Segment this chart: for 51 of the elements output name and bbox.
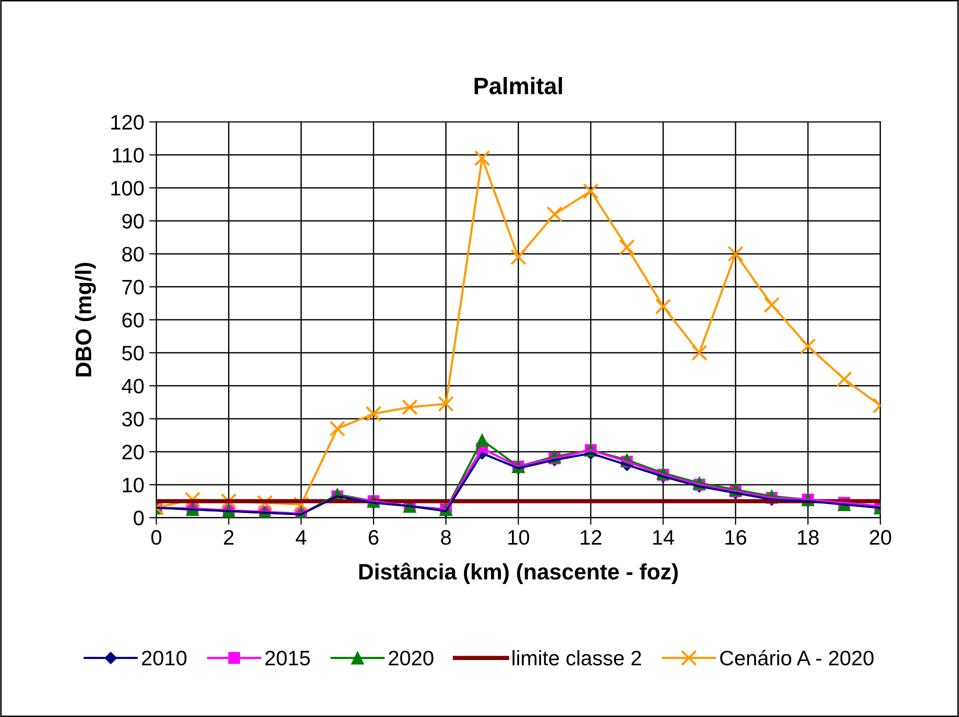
legend-label: 2015 <box>265 650 310 666</box>
y-tick-label: 20 <box>122 444 144 460</box>
point <box>582 183 599 200</box>
legend-label: limite classe 2 <box>512 650 641 666</box>
point <box>438 396 454 412</box>
point <box>256 494 273 511</box>
point <box>655 298 672 315</box>
y-tick-label: 80 <box>122 246 144 262</box>
y-tick-label: 40 <box>122 378 144 394</box>
point <box>800 338 816 354</box>
legend-label: Cenário A - 2020 <box>720 650 874 666</box>
y-tick-label: 10 <box>122 478 144 492</box>
x-tick-label: 12 <box>580 530 602 545</box>
x-tick-label: 18 <box>798 530 819 545</box>
point <box>728 246 744 262</box>
point <box>691 344 708 361</box>
x-tick-label: 16 <box>726 530 746 545</box>
point <box>546 206 563 222</box>
y-tick-label: 30 <box>122 412 144 426</box>
point <box>836 371 852 388</box>
point <box>220 493 237 510</box>
x-axis-title: Distância (km) (nascente - foz) <box>359 562 678 584</box>
y-tick-label: 110 <box>112 148 144 163</box>
point <box>329 420 346 437</box>
y-tick-label: 50 <box>122 346 144 361</box>
point <box>184 492 201 508</box>
y-axis-title: DBO (mg/l) <box>75 262 96 376</box>
chart-title: Palmital <box>474 77 562 94</box>
point <box>764 296 780 313</box>
point <box>510 249 526 266</box>
x-tick-label: 14 <box>653 530 674 545</box>
x-tick-label: 20 <box>870 530 892 545</box>
x-tick-label: 6 <box>368 530 378 545</box>
point <box>366 406 382 422</box>
point <box>618 239 635 256</box>
point <box>402 399 418 416</box>
y-tick-label: 60 <box>122 312 144 328</box>
y-tick-label: 120 <box>111 114 144 130</box>
y-tick-label: 100 <box>111 180 144 196</box>
y-tick-label: 0 <box>134 510 144 526</box>
x-tick-label: 0 <box>151 530 162 545</box>
y-tick-label: 90 <box>122 214 144 229</box>
x-tick-label: 8 <box>441 530 451 545</box>
y-tick-label: 70 <box>122 280 144 295</box>
x-tick-label: 4 <box>296 530 306 545</box>
x-tick-label: 10 <box>508 530 530 545</box>
legend-label: 2020 <box>388 650 434 666</box>
point <box>474 150 490 166</box>
point <box>293 496 310 512</box>
legend-label: 2010 <box>142 650 186 666</box>
x-tick-label: 2 <box>224 530 234 545</box>
